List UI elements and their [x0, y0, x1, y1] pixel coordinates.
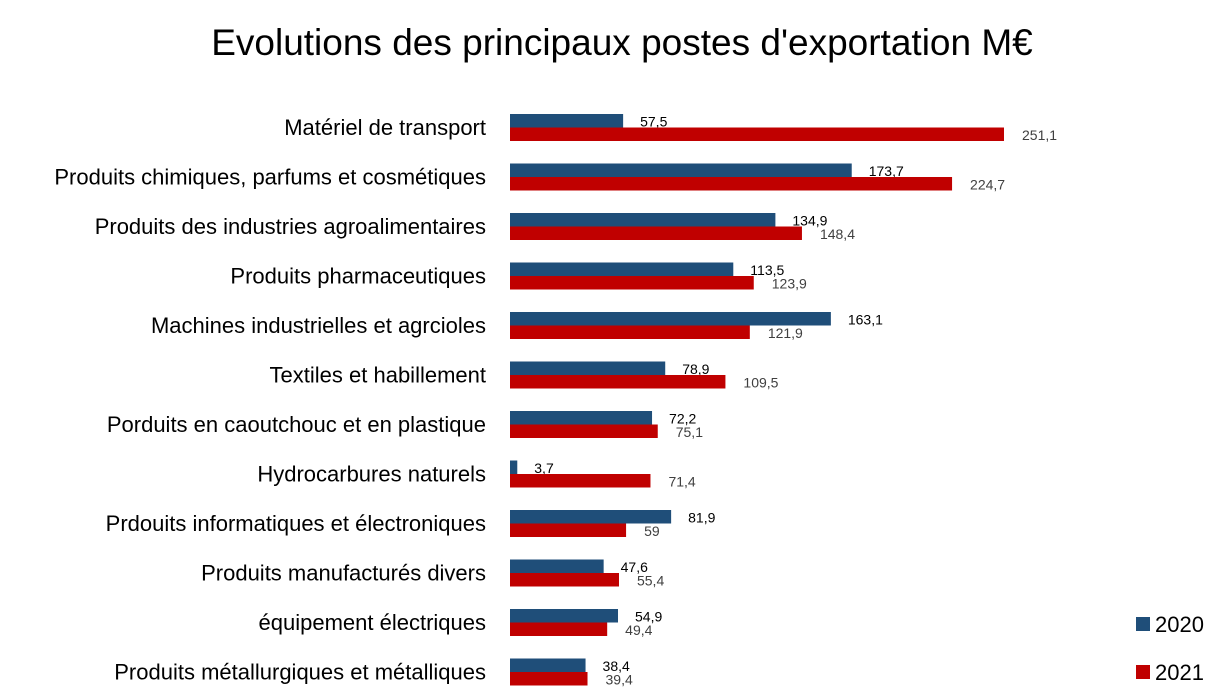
bar-2021: [510, 672, 588, 686]
bar-2020: [510, 312, 831, 326]
legend-label-2020: 2020: [1155, 612, 1204, 637]
category-label: Prdouits informatiques et électroniques: [106, 511, 486, 536]
category-label: Produits métallurgiques et métalliques: [114, 660, 486, 685]
bar-2021: [510, 325, 750, 339]
category-label: Produits pharmaceutiques: [230, 264, 486, 289]
bar-2020: [510, 163, 852, 177]
bar-2021: [510, 424, 658, 438]
chart-title: Evolutions des principaux postes d'expor…: [211, 22, 1033, 63]
data-label-2021: 121,9: [768, 325, 803, 341]
bar-2021: [510, 127, 1004, 141]
data-label-2020: 113,5: [750, 262, 784, 278]
category-label: Machines industrielles et agrcioles: [151, 313, 486, 338]
bar-2020: [510, 510, 672, 524]
bar-2020: [510, 658, 586, 672]
bar-2021: [510, 375, 726, 389]
data-label-2020: 134,9: [792, 213, 827, 229]
bar-2020: [510, 213, 776, 227]
legend-swatch-2020: [1136, 617, 1150, 631]
bar-2021: [510, 276, 754, 290]
data-label-2021: 71,4: [668, 474, 695, 490]
data-label-2020: 54,9: [635, 609, 662, 625]
bar-2020: [510, 460, 518, 474]
data-label-2020: 173,7: [869, 163, 904, 179]
bar-2020: [510, 609, 619, 623]
category-label: Produits chimiques, parfums et cosmétiqu…: [54, 165, 486, 190]
data-label-2020: 3,7: [534, 460, 554, 476]
data-label-2021: 123,9: [772, 276, 807, 292]
category-label: Hydrocarbures naturels: [257, 462, 486, 487]
bar-2021: [510, 226, 802, 240]
data-label-2021: 251,1: [1022, 127, 1057, 143]
category-label: Produits des industries agroalimentaires: [95, 214, 486, 239]
category-label: Textiles et habillement: [270, 363, 486, 388]
data-label-2020: 38,4: [603, 658, 630, 674]
data-label-2021: 148,4: [820, 226, 855, 242]
bar-2021: [510, 622, 608, 636]
data-label-2021: 55,4: [637, 573, 664, 589]
category-label: Produits manufacturés divers: [201, 561, 486, 586]
data-label-2020: 81,9: [688, 510, 715, 526]
category-label: Porduits en caoutchouc et en plastique: [107, 412, 486, 437]
data-label-2021: 75,1: [676, 424, 703, 440]
bar-2020: [510, 411, 653, 425]
data-label-2021: 109,5: [743, 375, 778, 391]
bar-2021: [510, 474, 651, 488]
data-label-2021: 39,4: [606, 672, 633, 688]
data-label-2020: 163,1: [848, 312, 883, 328]
data-label-2020: 72,2: [669, 411, 696, 427]
bar-2020: [510, 559, 604, 573]
bar-2021: [510, 573, 619, 587]
data-label-2020: 57,5: [640, 114, 667, 130]
bar-2021: [510, 523, 627, 537]
data-label-2020: 78,9: [682, 361, 709, 377]
category-label: équipement électriques: [259, 610, 486, 635]
bar-2020: [510, 361, 666, 375]
data-label-2021: 59: [644, 523, 660, 539]
category-label: Matériel de transport: [284, 115, 486, 140]
bar-2020: [510, 262, 734, 276]
bar-2021: [510, 177, 953, 191]
data-label-2021: 49,4: [625, 622, 652, 638]
legend-label-2021: 2021: [1155, 660, 1204, 685]
legend-swatch-2021: [1136, 665, 1150, 679]
data-label-2021: 224,7: [970, 177, 1005, 193]
data-label-2020: 47,6: [621, 559, 648, 575]
bar-2020: [510, 114, 624, 128]
